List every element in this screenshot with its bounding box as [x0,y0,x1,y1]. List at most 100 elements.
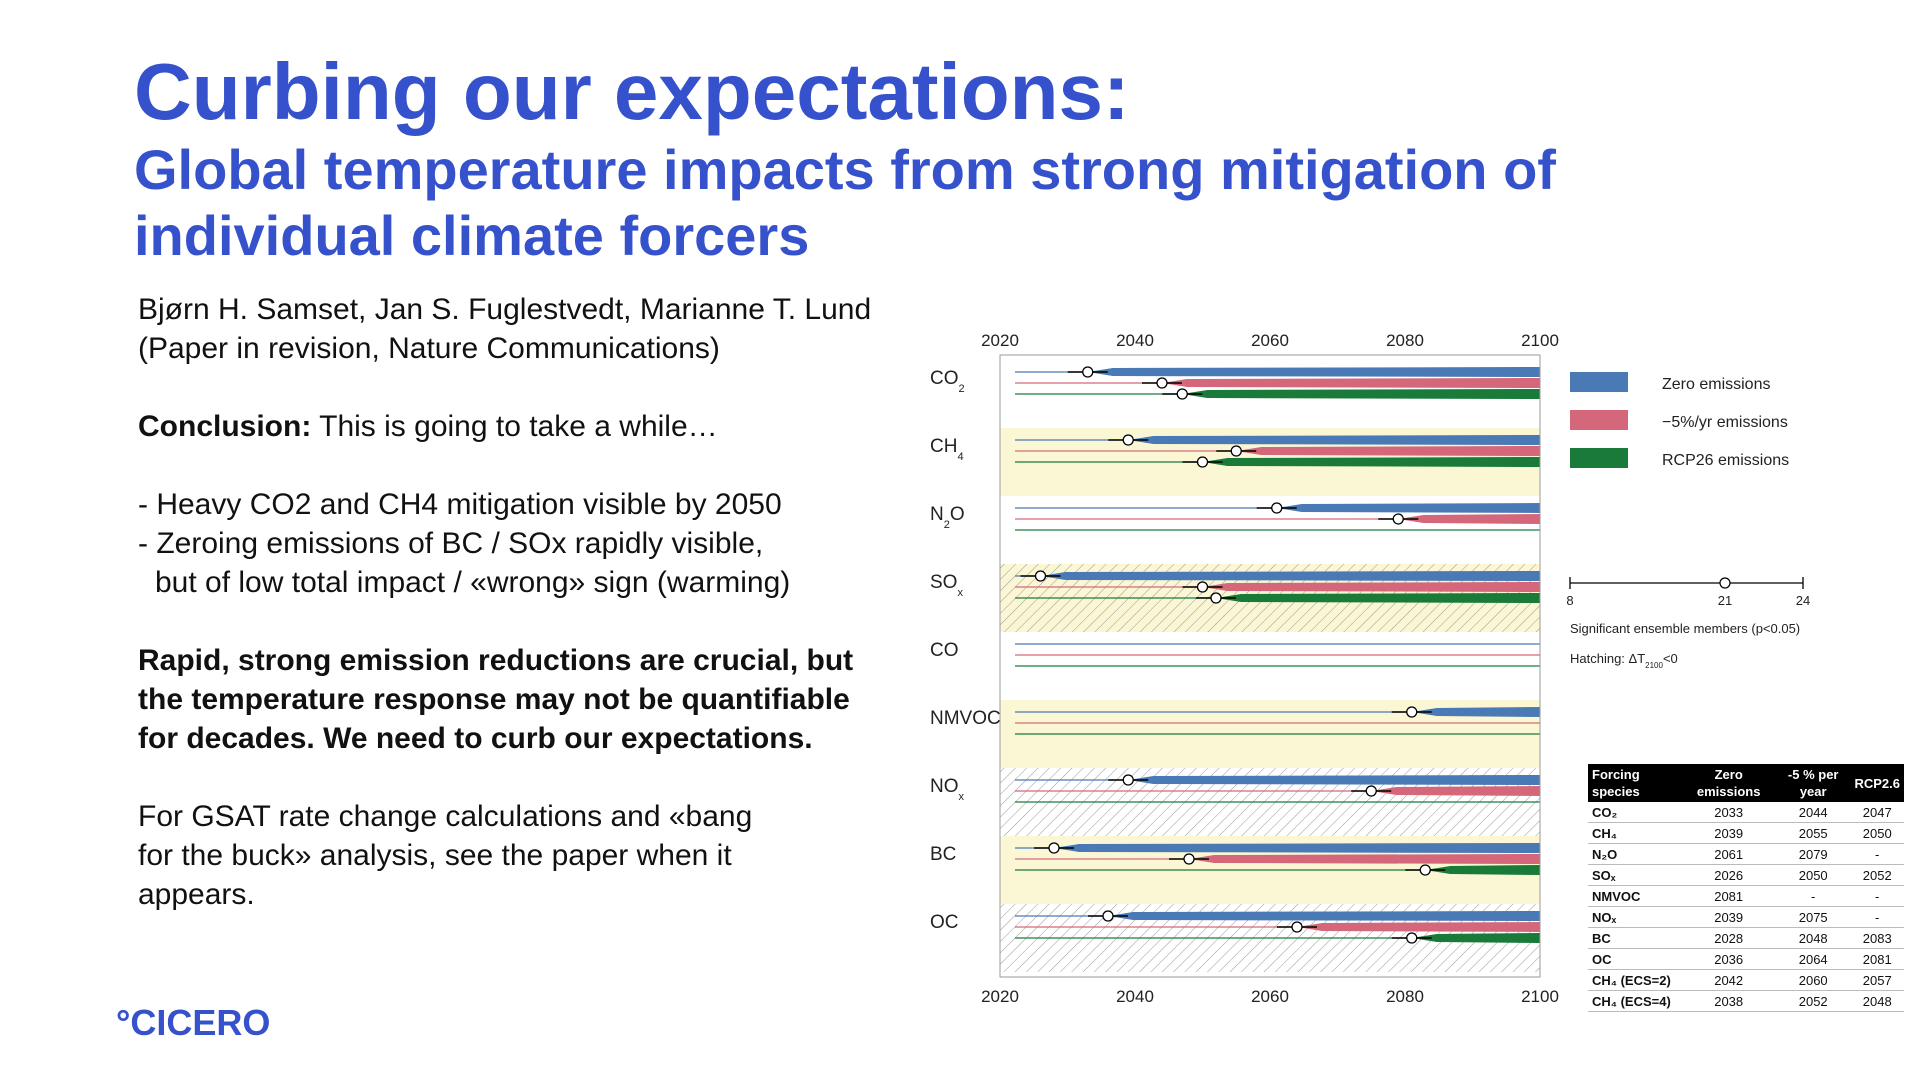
table-cell-species: CO₂ [1588,802,1682,823]
table-cell-species: NMVOC [1588,885,1682,907]
table-cell-species: BC [1588,927,1682,949]
venue: (Paper in revision, Nature Communication… [138,332,720,365]
crossing-marker [1156,377,1168,389]
cicero-logo: °CICERO [116,1002,271,1043]
authors: Bjørn H. Samset, Jan S. Fuglestvedt, Mar… [138,293,872,326]
series-bar [1108,911,1540,921]
table-cell-year: 2039 [1681,822,1776,844]
gsat-note-2: for the buck» analysis, see the paper wh… [138,839,732,872]
table-header-row: Forcing species Zero emissions -5 % per … [1588,764,1904,802]
header-rcp26: RCP2.6 [1850,764,1904,802]
table-cell-species: CH₄ (ECS=2) [1588,969,1682,991]
table-cell-year: 2052 [1850,864,1904,886]
series-bar [1411,707,1540,717]
table-cell-year: 2057 [1850,969,1904,991]
table-row: NMVOC 2081- - [1588,885,1904,907]
table-row: SOₓ 2026 2050 2052 [1588,864,1904,886]
table-row: OC 2036 2064 2081 [1588,948,1904,970]
key-message-2: the temperature response may not be quan… [138,683,850,716]
series-bar [1276,503,1540,513]
table-cell-year: - [1850,885,1904,907]
table-cell-year: 2048 [1775,927,1851,949]
scale-tick-label: 21 [1718,593,1732,608]
table-row: CO₂ 2033 2044 2047 [1588,802,1904,823]
table-cell-year: 2028 [1681,927,1776,949]
table-cell-year: - [1850,906,1904,928]
table-cell-year: - [1775,885,1851,907]
table-row: CH₄ (ECS=2) 2042 2060 2057 [1588,969,1904,991]
scale-tick-label: 24 [1796,593,1810,608]
table-cell-year: 2036 [1681,948,1776,970]
table-cell-species: CH₄ [1588,822,1682,844]
table-cell-species: SOₓ [1588,864,1682,886]
table-cell-year: 2075 [1775,906,1851,928]
header-species: Forcing species [1588,764,1682,802]
species-label: OC [930,912,959,933]
series-bar [1236,446,1540,456]
table-cell-year: 2061 [1681,843,1776,865]
table-cell-year: 2042 [1681,969,1776,991]
crossing-marker [1176,388,1188,400]
series-bar [1162,378,1540,388]
table-cell-year: 2026 [1681,864,1776,886]
scale-tick-label: 8 [1566,593,1573,608]
response-year-table: Forcing species Zero emissions -5 % per … [1588,764,1904,1012]
table-cell-year: 2039 [1681,906,1776,928]
conclusion-label: Conclusion: [138,410,312,443]
crossing-marker [1183,853,1195,865]
key-message-1: Rapid, strong emission reductions are cr… [138,644,854,677]
series-bar [1202,457,1540,467]
legend-swatch [1570,448,1628,468]
table-cell-year: 2081 [1681,885,1776,907]
table-cell-year: 2060 [1775,969,1851,991]
table-cell-year: 2064 [1775,948,1851,970]
species-label: BC [930,844,956,865]
crossing-marker [1392,513,1404,525]
series-bar [1128,435,1540,445]
series-bar [1216,593,1540,603]
legend-swatch [1570,410,1628,430]
species-label: CO [930,640,959,661]
table-cell-year: 2079 [1775,843,1851,865]
x-tick-label: 2040 [1116,987,1154,1006]
bullet-3: but of low total impact / «wrong» sign (… [155,566,791,599]
table-cell-year: 2083 [1850,927,1904,949]
table-cell-year: 2038 [1681,990,1776,1012]
gsat-note-3: appears. [138,878,255,911]
series-bar [1371,786,1540,796]
crossing-marker [1271,502,1283,514]
header-zero: Zero emissions [1681,764,1776,802]
table-cell-species: NOₓ [1588,906,1682,928]
x-tick-label: 2100 [1521,987,1559,1006]
legend-swatch [1570,372,1628,392]
bullet-1: - Heavy CO2 and CH4 mitigation visible b… [138,488,782,521]
series-bar [1202,582,1540,592]
species-label: CH4 [930,436,964,463]
crossing-marker [1230,445,1242,457]
legend-label: Zero emissions [1662,376,1770,393]
series-bar [1087,367,1540,377]
table-row: CH₄ 2039 2055 2050 [1588,822,1904,844]
series-bar [1425,865,1540,875]
crossing-marker [1122,434,1134,446]
table-cell-year: 2044 [1775,802,1851,823]
x-tick-label: 2100 [1521,331,1559,350]
table-cell-species: OC [1588,948,1682,970]
crossing-marker [1210,592,1222,604]
series-bar [1398,514,1540,524]
header-minus5: -5 % per year [1775,764,1851,802]
table-row: CH₄ (ECS=4) 2038 2052 2048 [1588,990,1904,1012]
series-bar [1411,933,1540,943]
species-label: SOx [930,572,963,599]
series-bar [1189,854,1540,864]
crossing-marker [1048,842,1060,854]
slide-subtitle: Global temperature impacts from strong m… [134,138,1556,267]
crossing-marker [1196,581,1209,593]
table-cell-year: 2050 [1775,864,1851,886]
crossing-marker [1122,774,1134,786]
crossing-marker [1365,785,1377,797]
crossing-marker [1082,366,1094,378]
x-tick-label: 2040 [1116,331,1154,350]
x-tick-label: 2080 [1386,987,1424,1006]
species-label: NMVOC [930,708,1001,729]
